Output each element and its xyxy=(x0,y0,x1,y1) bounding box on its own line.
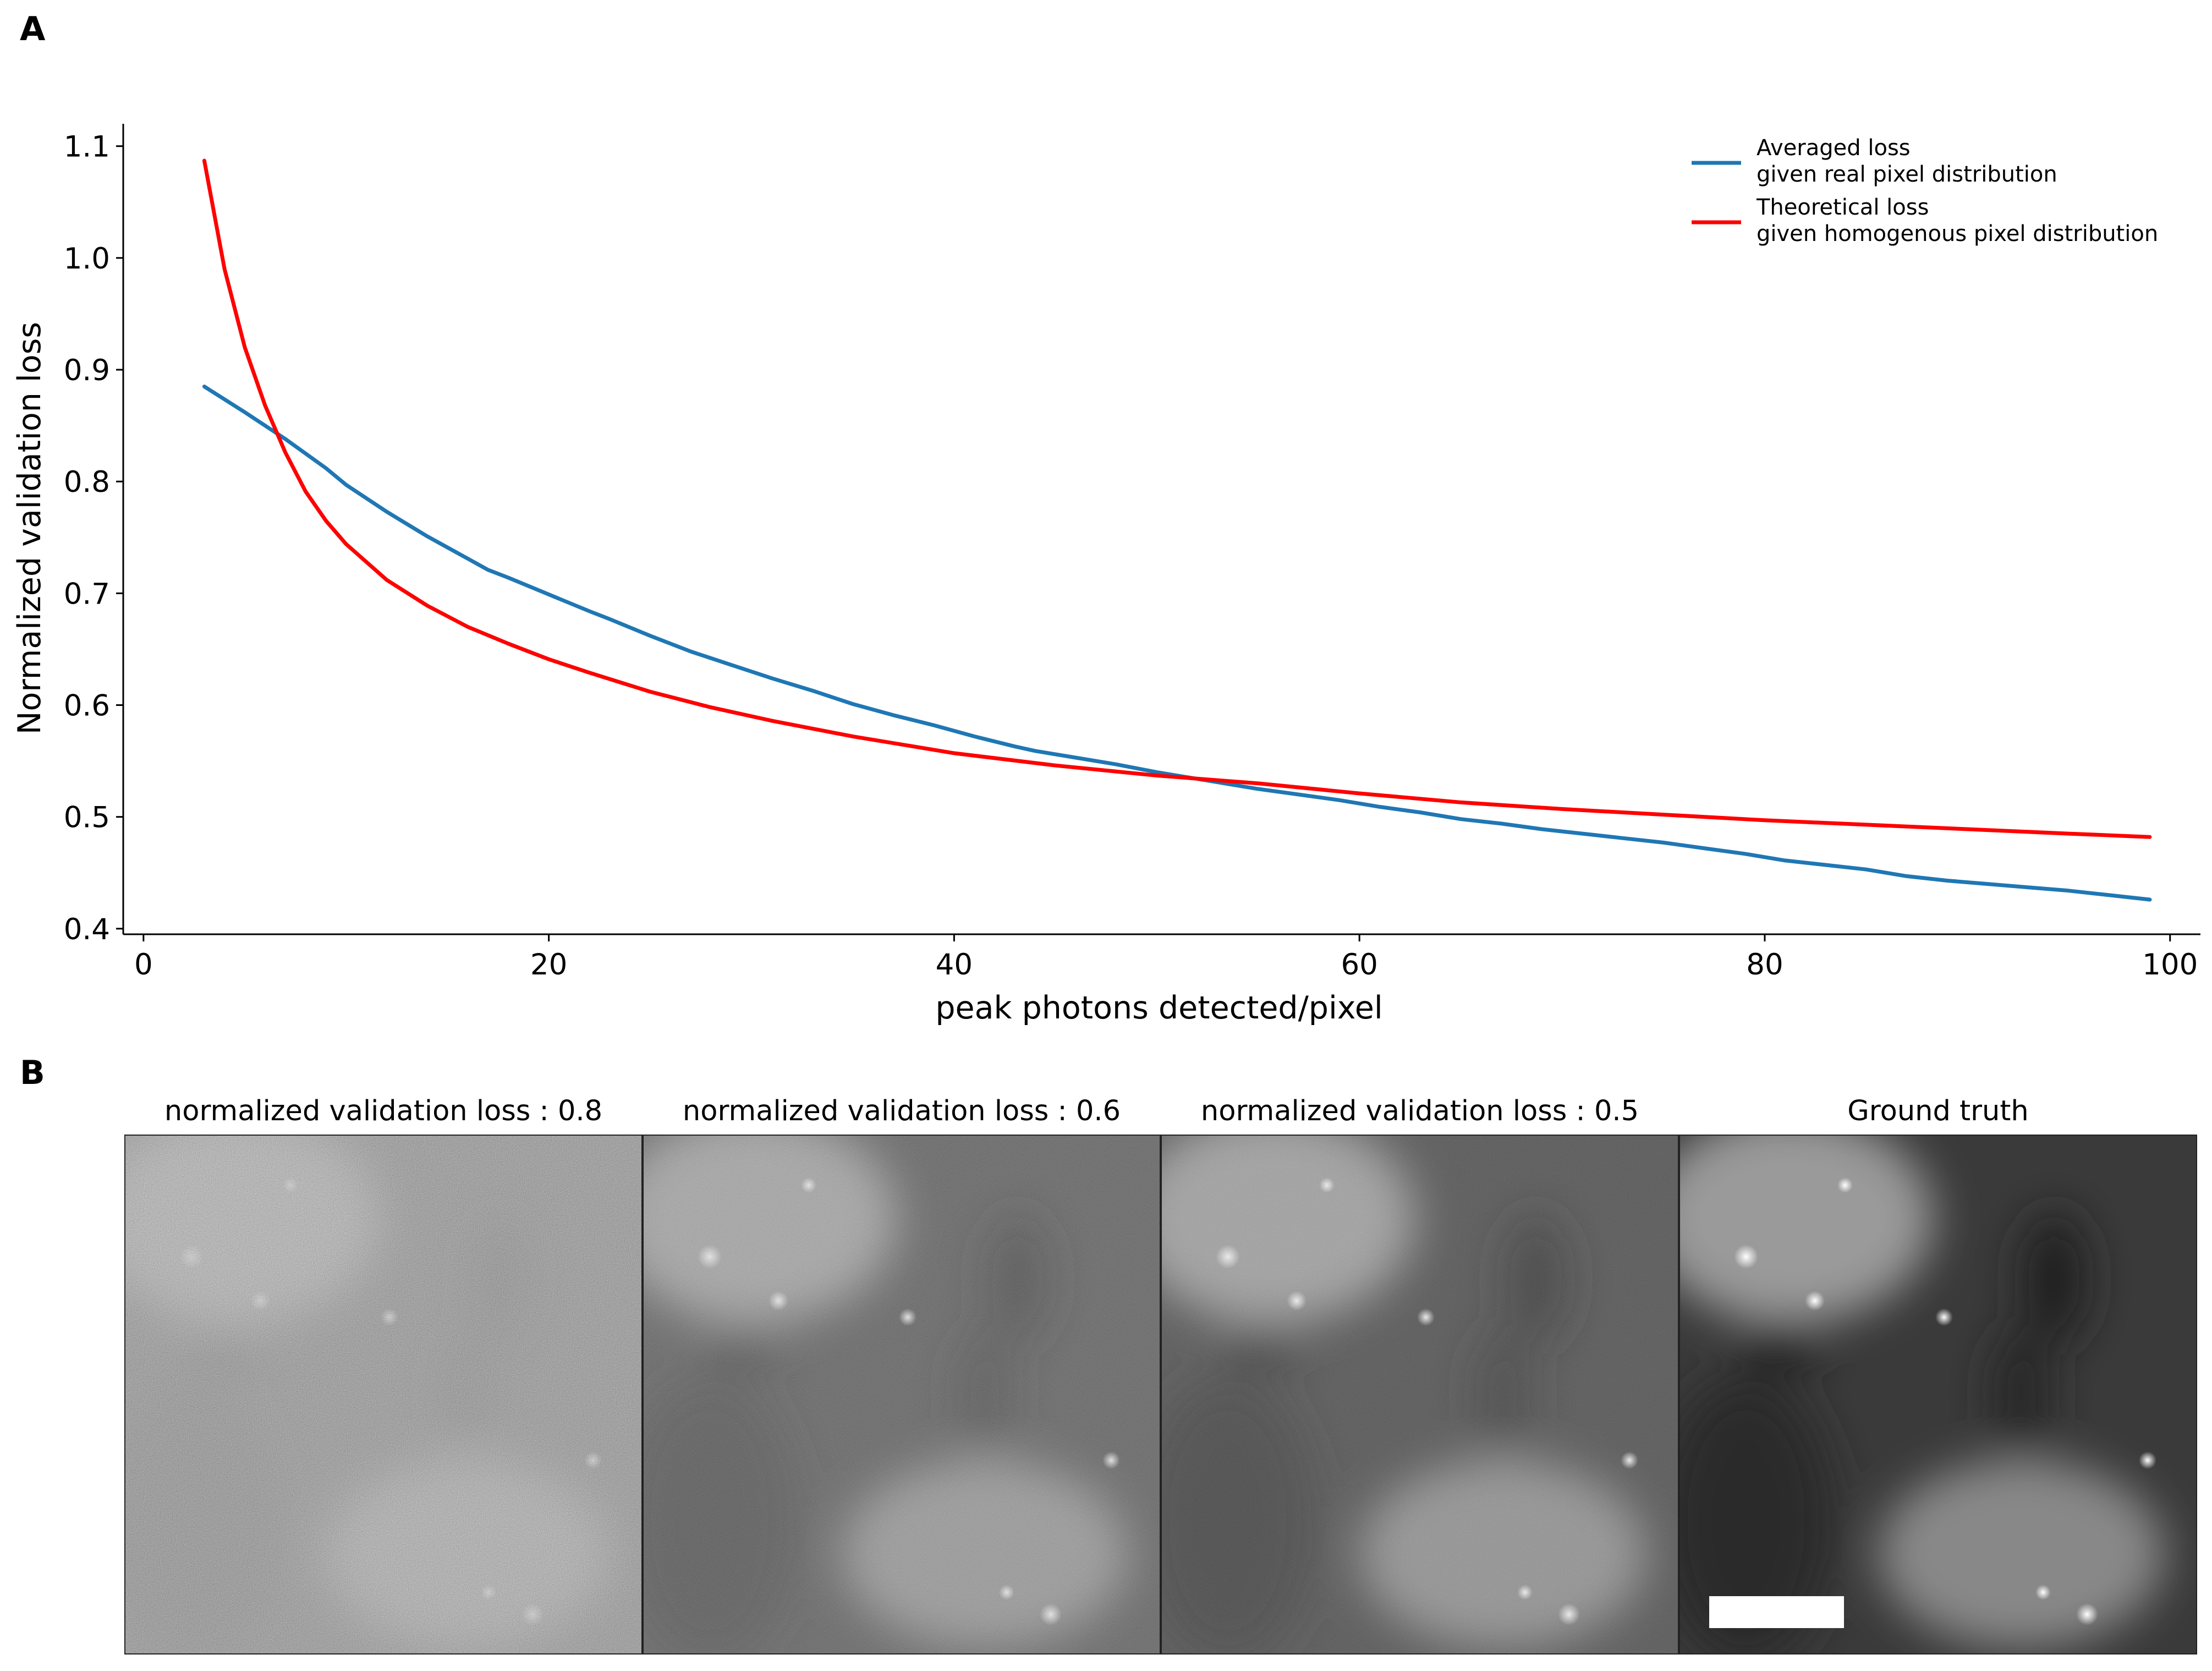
image-title-1: normalized validation loss : 0.8 xyxy=(124,1095,643,1127)
microscopy-image-1 xyxy=(124,1135,643,1654)
y-tick-label: 0.6 xyxy=(64,689,110,722)
x-tick-label: 40 xyxy=(936,948,973,982)
y-tick-label: 0.5 xyxy=(64,801,110,835)
y-tick-label: 0.8 xyxy=(64,465,110,499)
chart-axes: 0 20 40 60 80 100 0.4 0.5 0.6 0.7 0.8 0.9 1.0 1.1 xyxy=(64,124,2200,982)
microscopy-image-2 xyxy=(643,1135,1161,1654)
legend-entry-1: Averaged loss xyxy=(1757,135,1911,161)
microscopy-image-3 xyxy=(1161,1135,1679,1654)
image-title-3: normalized validation loss : 0.5 xyxy=(1161,1095,1679,1127)
scale-bar xyxy=(1709,1596,1844,1628)
line-chart: 0 20 40 60 80 100 0.4 0.5 0.6 0.7 0.8 0.9 1.0 1.1 Ave… xyxy=(0,0,2212,1045)
image-title-2: normalized validation loss : 0.6 xyxy=(643,1095,1161,1127)
legend-entry-1: given real pixel distribution xyxy=(1757,162,2057,187)
y-tick-label: 0.4 xyxy=(64,913,110,946)
legend-entry-2: given homogenous pixel distribution xyxy=(1757,221,2158,246)
panel-label-b: B xyxy=(20,1054,45,1092)
x-tick-label: 20 xyxy=(530,948,567,982)
image-title-4: Ground truth xyxy=(1679,1095,2197,1127)
x-tick-label: 80 xyxy=(1746,948,1783,982)
y-tick-label: 1.1 xyxy=(64,130,110,164)
x-tick-label: 60 xyxy=(1341,948,1377,982)
y-tick-label: 1.0 xyxy=(64,242,110,276)
x-axis-label: peak photons detected/pixel xyxy=(935,990,1382,1026)
y-tick-label: 0.7 xyxy=(64,577,110,611)
series-layer xyxy=(204,161,2150,900)
x-tick-label: 0 xyxy=(134,948,153,982)
y-tick-label: 0.9 xyxy=(64,354,110,387)
microscopy-image-4 xyxy=(1679,1135,2197,1654)
y-axis-label: Normalized validation loss xyxy=(12,322,48,735)
x-tick-label: 100 xyxy=(2142,948,2198,982)
legend-entry-2: Theoretical loss xyxy=(1756,195,1929,220)
series-line-2 xyxy=(204,161,2150,837)
